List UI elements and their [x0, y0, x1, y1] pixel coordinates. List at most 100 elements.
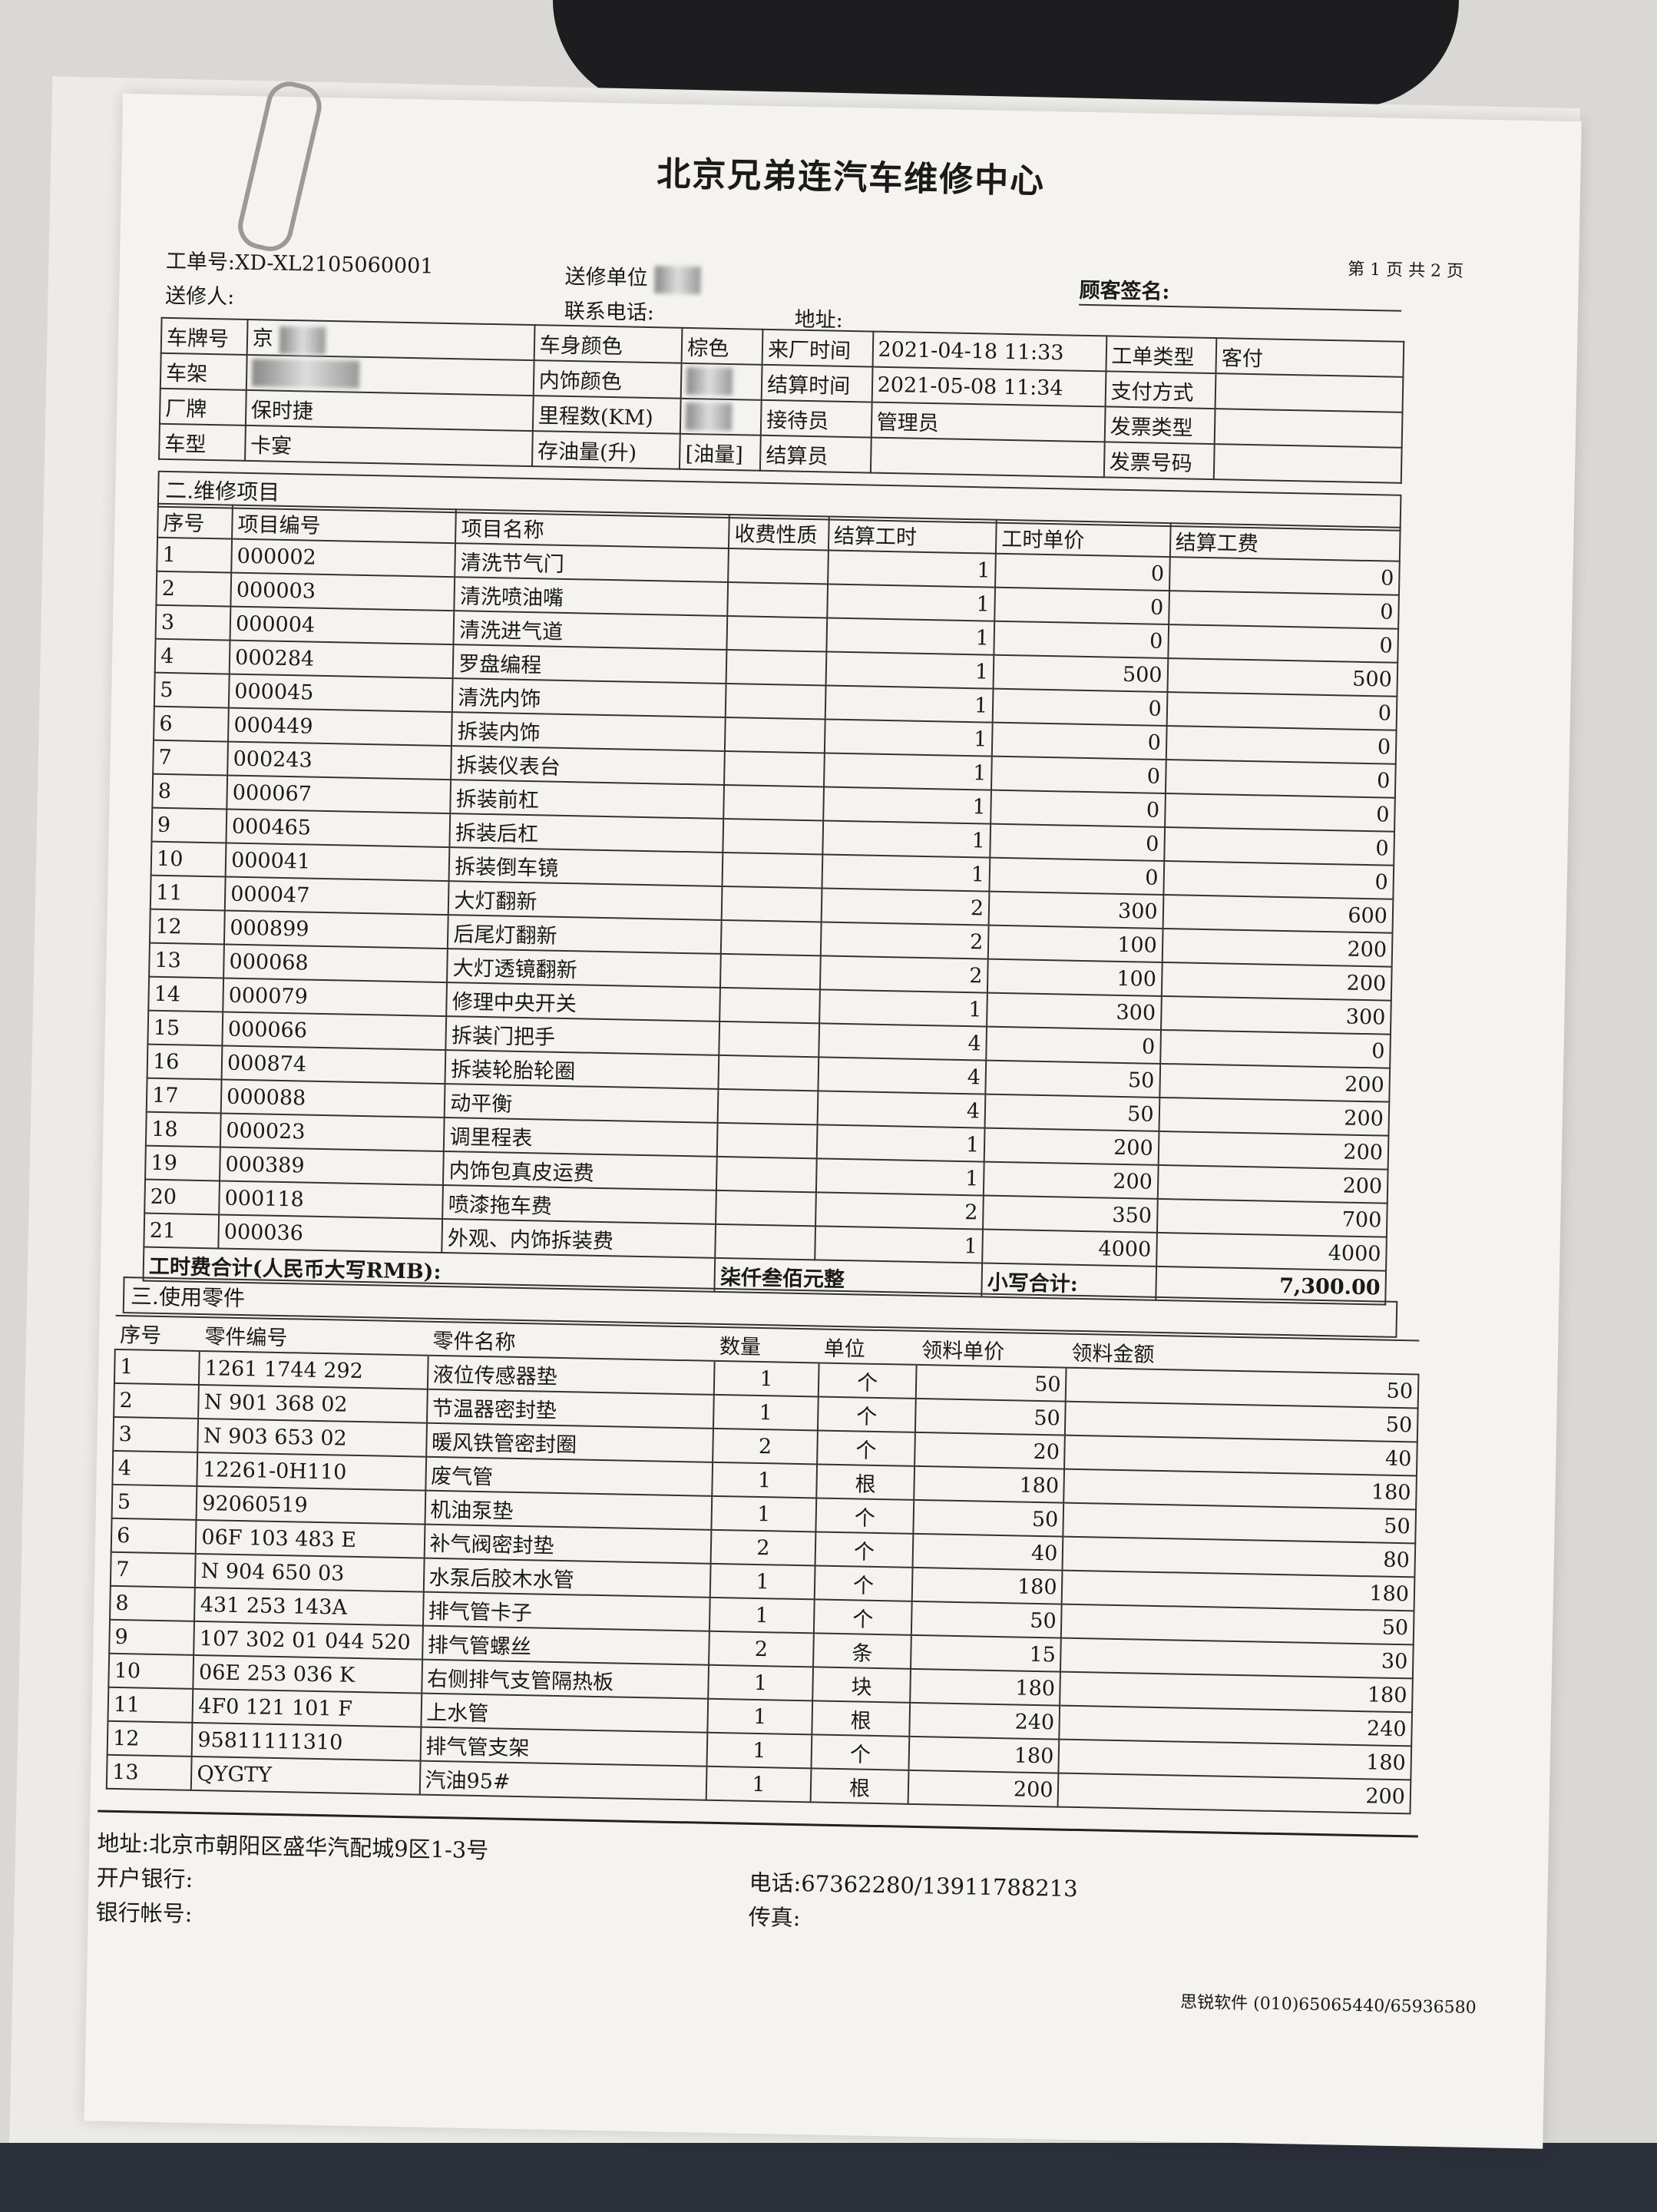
- parts-cell: 1: [707, 1698, 813, 1735]
- labor-cell: 4: [154, 638, 230, 674]
- parts-cell: 条: [812, 1633, 912, 1669]
- labor-cell: 13: [149, 942, 225, 979]
- labor-cell: [716, 1156, 817, 1193]
- parts-cell: 6: [111, 1518, 197, 1554]
- labor-cell: 15: [147, 1010, 223, 1046]
- labor-cell: [725, 683, 826, 720]
- labor-cell: 000079: [223, 978, 448, 1017]
- labor-cell: 5: [154, 672, 230, 708]
- labor-cell: 6: [154, 706, 229, 742]
- labor-cell: 000449: [228, 707, 453, 747]
- labor-cell: 200: [1159, 1097, 1390, 1136]
- parts-cell: N 904 650 03: [195, 1553, 425, 1592]
- labor-cell: 350: [983, 1195, 1158, 1233]
- labor-cell: 4000: [1156, 1232, 1387, 1271]
- labor-cell: 内饰包真皮运费: [443, 1151, 718, 1190]
- labor-cell: 500: [993, 654, 1168, 693]
- parts-cell: 50: [913, 1499, 1064, 1537]
- labor-cell: 1: [816, 1124, 985, 1162]
- labor-cell: 300: [987, 992, 1162, 1030]
- parts-cell: 11: [107, 1687, 193, 1723]
- parts-cell: 个: [815, 1532, 914, 1568]
- parts-cell: 8: [110, 1585, 196, 1621]
- parts-cell: 个: [814, 1565, 913, 1601]
- labor-cell: 拆装倒车镜: [448, 847, 723, 886]
- parts-cell: 1: [114, 1349, 200, 1385]
- parts-cell: 根: [810, 1768, 909, 1804]
- settle-time-value: 2021-05-08 11:34: [871, 366, 1106, 407]
- order-no-value: XD-XL2105060001: [234, 250, 434, 279]
- parts-cell: 7: [110, 1551, 197, 1588]
- parts-cell: N 901 368 02: [198, 1384, 428, 1423]
- settle-time-label: 结算时间: [761, 364, 873, 402]
- parts-cell: 180: [911, 1567, 1063, 1604]
- payment-value: [1215, 373, 1404, 412]
- parts-cell: 2: [709, 1631, 814, 1667]
- parts-cell: 20: [914, 1432, 1066, 1469]
- labor-cell: 拆装门把手: [445, 1016, 720, 1055]
- parts-cell: 根: [816, 1464, 915, 1500]
- parts-cell: 12261-0H110: [197, 1452, 426, 1491]
- parts-cell: 1: [711, 1495, 817, 1532]
- receptionist-label: 接待员: [760, 399, 872, 438]
- parts-cell: 上水管: [420, 1693, 709, 1733]
- parts-cell: 右侧排气支管隔热板: [421, 1659, 709, 1699]
- parts-cell: 180: [914, 1465, 1065, 1503]
- page-info: 第 1 页 共 2 页: [1347, 260, 1464, 282]
- labor-cell: 0: [994, 587, 1169, 625]
- parts-cell: 12: [107, 1720, 193, 1757]
- labor-cell: [722, 852, 823, 889]
- arrival-label: 来厂时间: [762, 329, 873, 367]
- parts-cell: 根: [812, 1700, 911, 1737]
- labor-cell: 000047: [224, 876, 449, 916]
- parts-column-header: 零件名称: [428, 1321, 716, 1361]
- labor-table: 序号 项目编号 项目名称 收费性质 结算工时 工时单价 结算工费 1 000002 清洗节气门 1…: [142, 503, 1401, 1306]
- labor-cell: [727, 582, 828, 618]
- repair-invoice-sheet: 北京兄弟连汽车维修中心 第 1 页 共 2 页 工单号:XD-XL2105060…: [84, 77, 1582, 2149]
- labor-cell: [726, 649, 827, 686]
- parts-cell: 50: [915, 1364, 1067, 1402]
- parts-column-header: 数量: [714, 1326, 820, 1363]
- labor-cell: 000874: [221, 1045, 446, 1084]
- parts-cell: 4: [112, 1450, 198, 1486]
- labor-cell: [724, 750, 825, 787]
- labor-column-header: 工时单价: [996, 519, 1171, 558]
- interior-color-value: [681, 363, 762, 400]
- labor-cell: 2: [815, 1192, 984, 1230]
- parts-cell: 107 302 01 044 520: [193, 1621, 423, 1660]
- labor-cell: 000068: [223, 944, 448, 983]
- labor-cell: 2: [821, 888, 990, 926]
- address-label: 地址:: [794, 307, 844, 333]
- labor-cell: 0: [1168, 591, 1399, 629]
- parts-cell: 个: [811, 1734, 910, 1770]
- parts-cell: 废气管: [425, 1456, 713, 1496]
- parts-cell: 50: [911, 1601, 1063, 1638]
- parts-column-header: 单位: [819, 1329, 918, 1365]
- labor-cell: 500: [1167, 658, 1398, 697]
- labor-column-header: 项目名称: [455, 509, 730, 549]
- parts-cell: 个: [817, 1396, 916, 1432]
- order-no-label: 工单号:: [165, 249, 236, 275]
- labor-cell: 1: [819, 989, 988, 1027]
- parts-cell: 3: [113, 1416, 199, 1452]
- parts-cell: 节温器密封垫: [426, 1389, 714, 1429]
- labor-cell: 1: [825, 685, 994, 723]
- parts-cell: 95811111310: [191, 1722, 421, 1761]
- parts-cell: 1: [709, 1563, 815, 1600]
- labor-cell: 000004: [230, 606, 455, 645]
- labor-cell: [720, 953, 821, 990]
- labor-cell: 000002: [231, 538, 456, 578]
- labor-cell: 4: [817, 1091, 986, 1128]
- labor-cell: 21: [144, 1213, 220, 1249]
- parts-table: 序号 零件编号 零件名称 数量 单位 领料单价 领料金额 1 1261 1744 292 液位传…: [106, 1315, 1421, 1815]
- vin-label: 车架: [160, 353, 247, 390]
- labor-cell: 拆装前杠: [450, 780, 725, 819]
- labor-cell: 200: [984, 1128, 1159, 1165]
- labor-cell: 0: [1164, 793, 1395, 832]
- parts-cell: 15: [911, 1634, 1062, 1672]
- labor-cell: 17: [146, 1078, 222, 1114]
- fuel-value: [油量]: [680, 433, 761, 471]
- order-type-label: 工单类型: [1105, 336, 1217, 374]
- labor-cell: 0: [991, 722, 1167, 760]
- body-color-value: 棕色: [681, 327, 763, 365]
